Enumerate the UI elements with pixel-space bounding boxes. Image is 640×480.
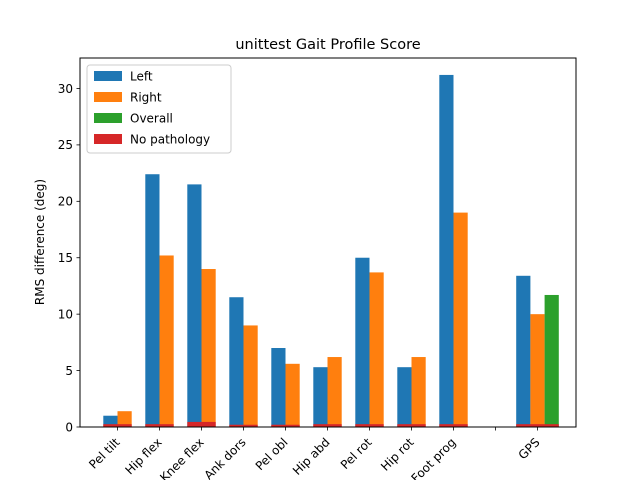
bar-left-8 [439, 74, 454, 428]
y-tick-label-6: 30 [58, 82, 73, 96]
y-tick-label-3: 15 [58, 251, 73, 265]
chart-title: unittest Gait Profile Score [235, 37, 420, 53]
x-tick-label-6: Pel rot [338, 435, 375, 472]
legend-swatch-0 [94, 71, 122, 81]
bar-no-pathology-5 [313, 424, 342, 427]
bar-left-6 [355, 257, 370, 427]
x-tick-label-2: Knee flex [157, 435, 206, 480]
bar-no-pathology-3 [229, 424, 258, 427]
y-tick-label-1: 5 [65, 364, 73, 378]
y-axis-label: RMS difference (deg) [33, 179, 47, 305]
bar-right-10 [530, 314, 545, 427]
x-tick-label-8: Foot prog [408, 435, 458, 480]
legend-label-3: No pathology [130, 133, 210, 147]
bar-right-4 [285, 363, 300, 427]
bar-left-3 [229, 297, 244, 427]
legend-swatch-3 [94, 134, 122, 144]
bar-right-6 [369, 272, 384, 427]
legend-label-0: Left [130, 70, 153, 84]
bar-left-10 [516, 275, 531, 427]
bar-right-0 [117, 411, 132, 427]
x-tick-label-3: Ank dors [201, 435, 248, 480]
y-tick-label-0: 0 [65, 420, 73, 434]
bar-right-3 [243, 325, 258, 427]
bar-no-pathology-0 [103, 424, 132, 427]
bar-no-pathology-7 [397, 424, 426, 427]
bar-left-0 [103, 415, 118, 427]
bar-left-7 [397, 367, 412, 427]
legend-swatch-2 [94, 113, 122, 123]
bar-no-pathology-6 [355, 424, 384, 427]
x-tick-label-1: Hip flex [122, 435, 164, 477]
bar-left-5 [313, 367, 328, 427]
bars-layer [103, 74, 559, 428]
bar-no-pathology-4 [271, 424, 300, 427]
legend-frame [86, 64, 232, 154]
legend-swatch-1 [94, 92, 122, 102]
x-tick-label-0: Pel tilt [86, 435, 123, 472]
bar-right-7 [411, 357, 426, 427]
y-tick-label-5: 25 [58, 138, 73, 152]
y-tick-label-4: 20 [58, 195, 73, 209]
legend: Left Right Overall No pathology [86, 64, 232, 154]
bar-left-2 [187, 184, 202, 427]
bar-overall-10 [544, 294, 559, 427]
bar-right-2 [201, 269, 216, 427]
bar-right-8 [453, 212, 468, 427]
x-tick-label-4: Pel obl [253, 435, 291, 473]
bar-right-1 [159, 255, 174, 427]
bar-right-5 [327, 357, 342, 427]
x-tick-label-5: Hip abd [290, 435, 333, 478]
bar-left-4 [271, 348, 286, 427]
x-tick-label-7: Hip rot [378, 435, 417, 474]
legend-label-1: Right [130, 91, 162, 105]
bar-no-pathology-10 [516, 424, 559, 427]
y-axis: 0 5 10 15 20 25 30 [58, 82, 80, 434]
y-tick-label-2: 10 [58, 307, 73, 321]
bar-left-1 [145, 174, 160, 427]
bar-no-pathology-8 [439, 424, 468, 427]
bar-no-pathology-2 [187, 421, 216, 427]
bar-no-pathology-1 [145, 424, 174, 427]
x-tick-label-10: GPS [516, 435, 543, 462]
plot-frame [79, 57, 577, 428]
legend-label-2: Overall [130, 112, 173, 126]
